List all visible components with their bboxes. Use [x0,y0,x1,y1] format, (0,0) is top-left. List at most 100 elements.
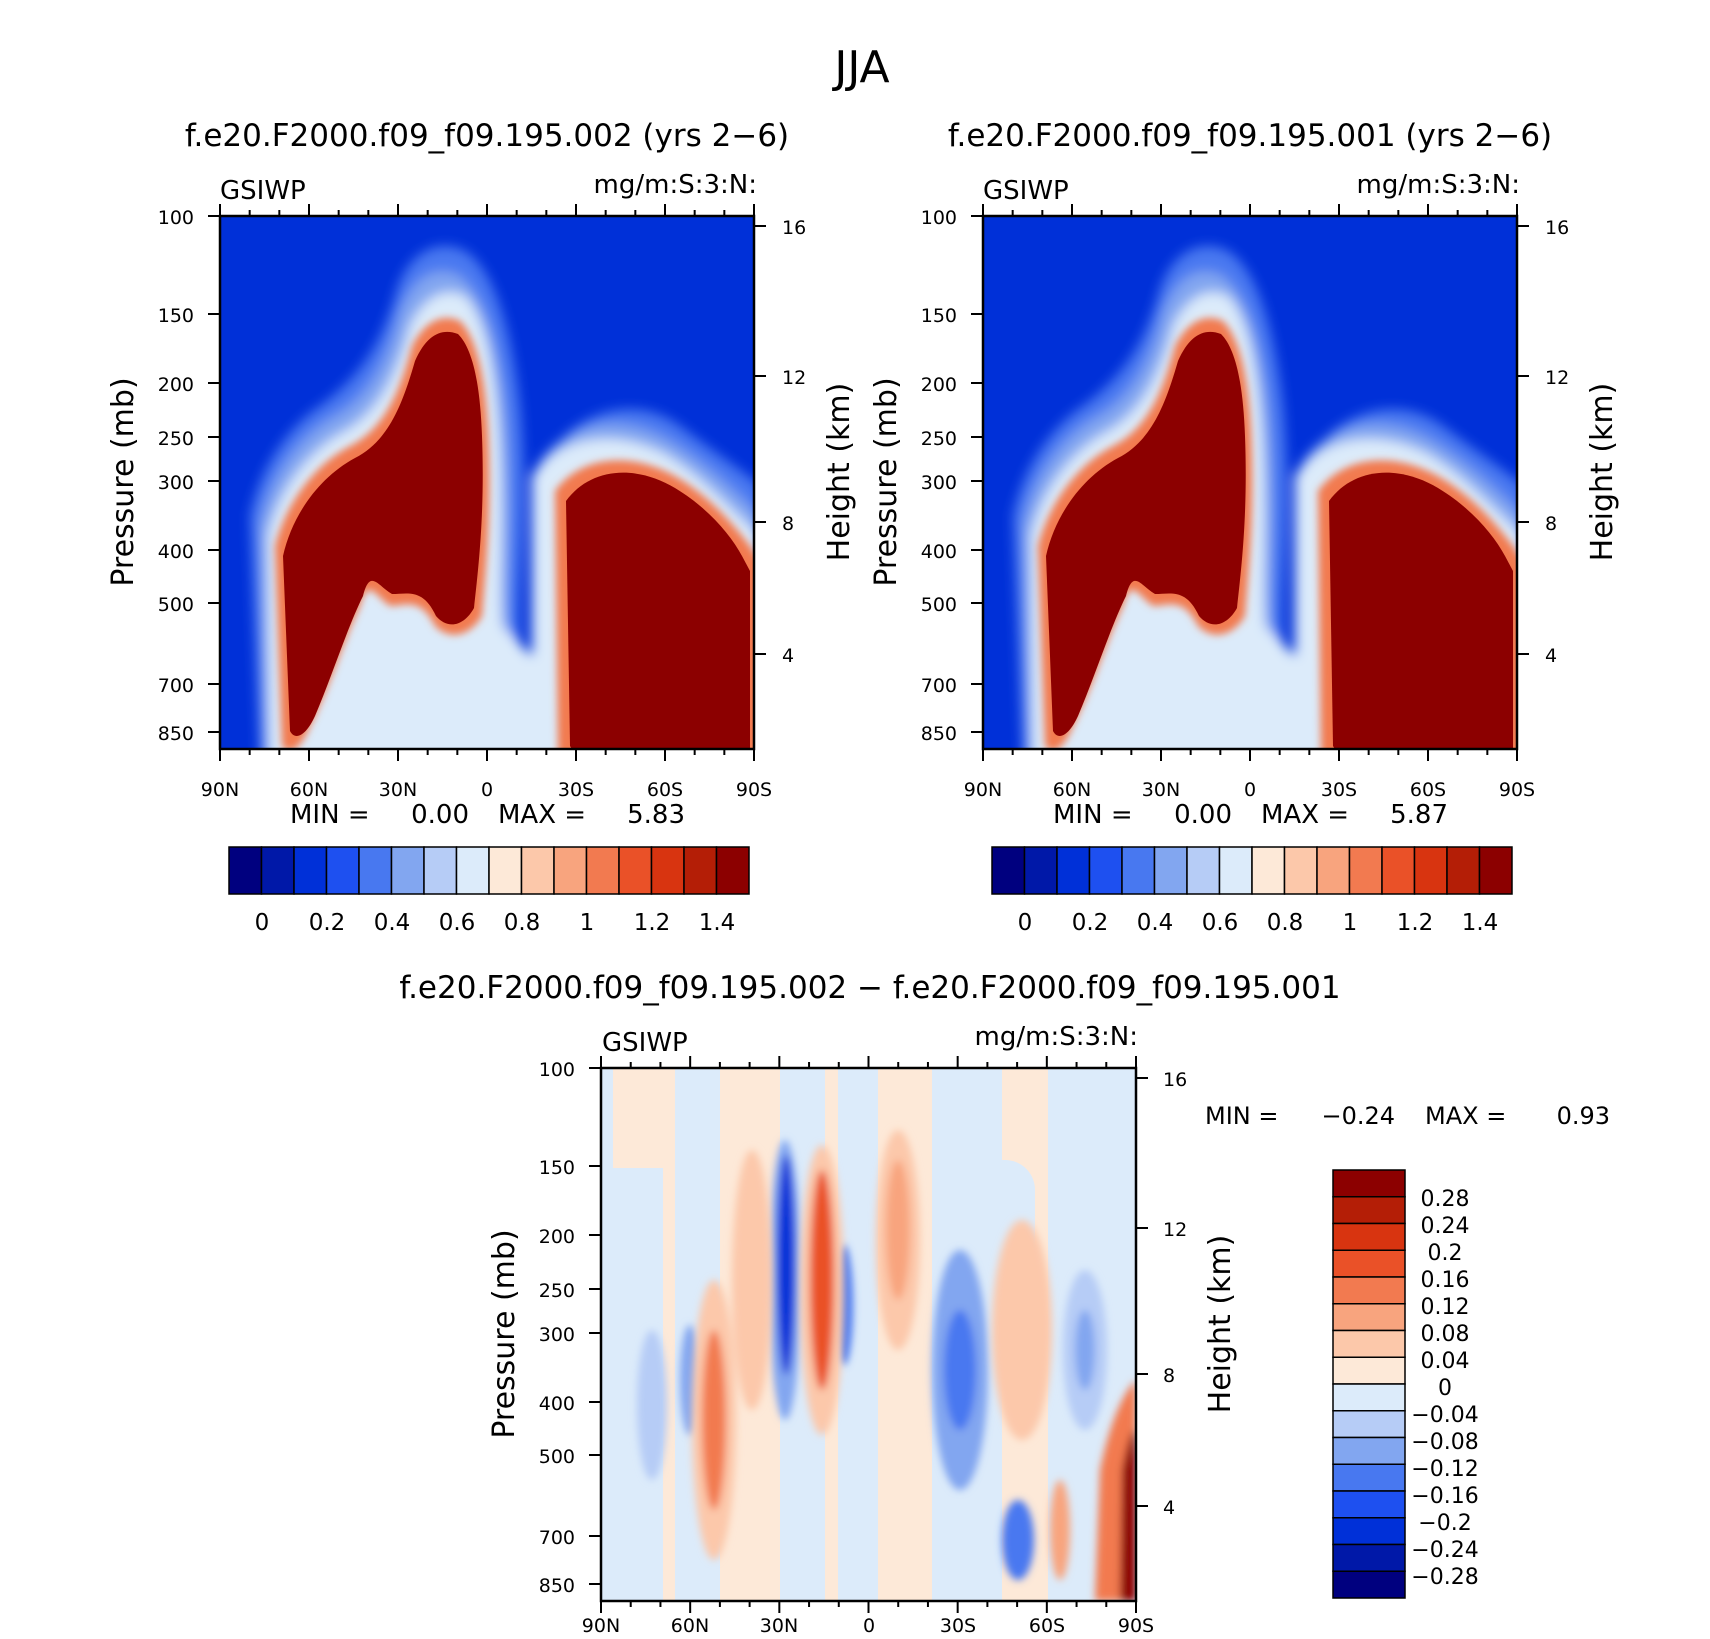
x-tick-label: 60N [671,1615,709,1637]
panel-title: f.e20.F2000.f09_f09.195.002 − f.e20.F200… [399,970,1340,1006]
colorbar-label: 1.2 [1397,910,1434,936]
y-tick-label: 700 [539,1527,575,1549]
x-tick-label: 90S [736,779,772,801]
colorbar-label: 0.28 [1421,1187,1470,1212]
colorbar-labels-case2: 0 0.2 0.4 0.6 0.8 1 1.2 1.4 [1018,910,1499,936]
y-tick-label: 850 [158,723,194,745]
colorbar-box [1332,1463,1406,1492]
x-tick-label: 60S [647,779,683,801]
colorbar-label: 0.6 [439,910,476,936]
y2-tick-label: 16 [1545,217,1569,239]
x-tick-label: 90S [1499,779,1535,801]
colorbar-label: 0.8 [504,910,541,936]
max-label: MAX = [1425,1102,1506,1130]
sh-core [566,472,750,749]
sh-core [1329,472,1513,749]
colorbar-box [293,846,328,895]
y-tick-label: 500 [158,594,194,616]
units-label: mg/m:S:3:N: [594,170,757,200]
colorbar-label: −0.12 [1411,1457,1478,1482]
colorbar-box [1088,846,1123,895]
colorbar-box [683,846,718,895]
colorbar-label: −0.08 [1411,1430,1478,1455]
y2-axis-title: Height (km) [1585,383,1620,562]
colorbar-case2 [991,846,1513,895]
colorbar-label: 1 [1343,910,1358,936]
y2-tick-label: 4 [782,645,794,667]
max-label: MAX = [498,800,586,830]
y-tick-label: 500 [921,594,957,616]
y-axis-title: Pressure (mb) [869,377,904,586]
x-tick-label: 60S [1410,779,1446,801]
y2-tick-label: 12 [1163,1219,1187,1241]
panel-diff: f.e20.F2000.f09_f09.195.002 − f.e20.F200… [399,970,1610,1637]
panel-title: f.e20.F2000.f09_f09.195.002 (yrs 2−6) [185,118,789,154]
y2-ticks: 16 12 8 4 [782,217,806,667]
colorbar-box [1332,1490,1406,1519]
x-tick-label: 30S [558,779,594,801]
y2-tick-label: 12 [1545,367,1569,389]
y-tick-label: 850 [921,723,957,745]
x-tick-label: 0 [863,1615,875,1637]
y-tick-label: 200 [921,374,957,396]
axis-tick-marks [589,1056,1148,1613]
colorbar-box [1332,1543,1406,1572]
colorbar-box [585,846,620,895]
variable-label: GSIWP [602,1028,688,1058]
colorbar-box [553,846,588,895]
colorbar-box [455,846,490,895]
x-tick-label: 30S [1321,779,1357,801]
x-tick-label: 60N [1053,779,1091,801]
variable-label: GSIWP [220,176,306,206]
y-tick-label: 300 [158,472,194,494]
colorbar-box [1332,1383,1406,1412]
x-tick-label: 90N [964,779,1002,801]
x-tick-label: 60S [1029,1615,1065,1637]
min-value: 0.00 [1174,800,1232,830]
axis-tick-marks [208,204,766,761]
x-tick-label: 0 [481,779,493,801]
colorbar-label: 0.4 [1137,910,1174,936]
colorbar-box [1332,1196,1406,1225]
colorbar-box [1186,846,1221,895]
colorbar-label: −0.2 [1418,1511,1471,1536]
min-max-readout: MIN = 0.00 MAX = 5.87 [1053,800,1448,830]
colorbar-label: 0.6 [1202,910,1239,936]
colorbar-box [325,846,360,895]
min-value: 0.00 [411,800,469,830]
y-tick-label: 250 [921,428,957,450]
colorbar-box [423,846,458,895]
x-tick-label: 60N [290,779,328,801]
y2-ticks: 16 12 8 4 [1545,217,1569,667]
y2-tick-label: 16 [782,217,806,239]
colorbar-box [488,846,523,895]
max-value: 5.83 [627,800,685,830]
colorbar-box [1332,1169,1406,1198]
x-tick-label: 0 [1244,779,1256,801]
colorbar-box [1478,846,1513,895]
colorbar-box [1056,846,1091,895]
colorbar-box [715,846,750,895]
colorbar-box [1446,846,1481,895]
x-ticks: 90N 60N 30N 0 30S 60S 90S [582,1615,1154,1637]
colorbar-box [1332,1276,1406,1305]
y-tick-label: 250 [539,1280,575,1302]
min-label: MIN = [1205,1102,1278,1130]
y2-tick-label: 16 [1163,1069,1187,1091]
colorbar-label: 0.4 [374,910,411,936]
y-tick-label: 250 [158,428,194,450]
x-tick-label: 30N [1142,779,1180,801]
colorbar-label: −0.04 [1411,1403,1478,1428]
units-label: mg/m:S:3:N: [1357,170,1520,200]
y-tick-label: 700 [921,675,957,697]
max-value: 0.93 [1557,1102,1610,1130]
min-label: MIN = [290,800,370,830]
max-label: MAX = [1261,800,1349,830]
y-tick-label: 100 [158,207,194,229]
colorbar-box [1153,846,1188,895]
colorbar-box [1316,846,1351,895]
y2-ticks: 16 12 8 4 [1163,1069,1187,1519]
y-tick-label: 500 [539,1446,575,1468]
max-value: 5.87 [1390,800,1448,830]
y2-tick-label: 4 [1545,645,1557,667]
